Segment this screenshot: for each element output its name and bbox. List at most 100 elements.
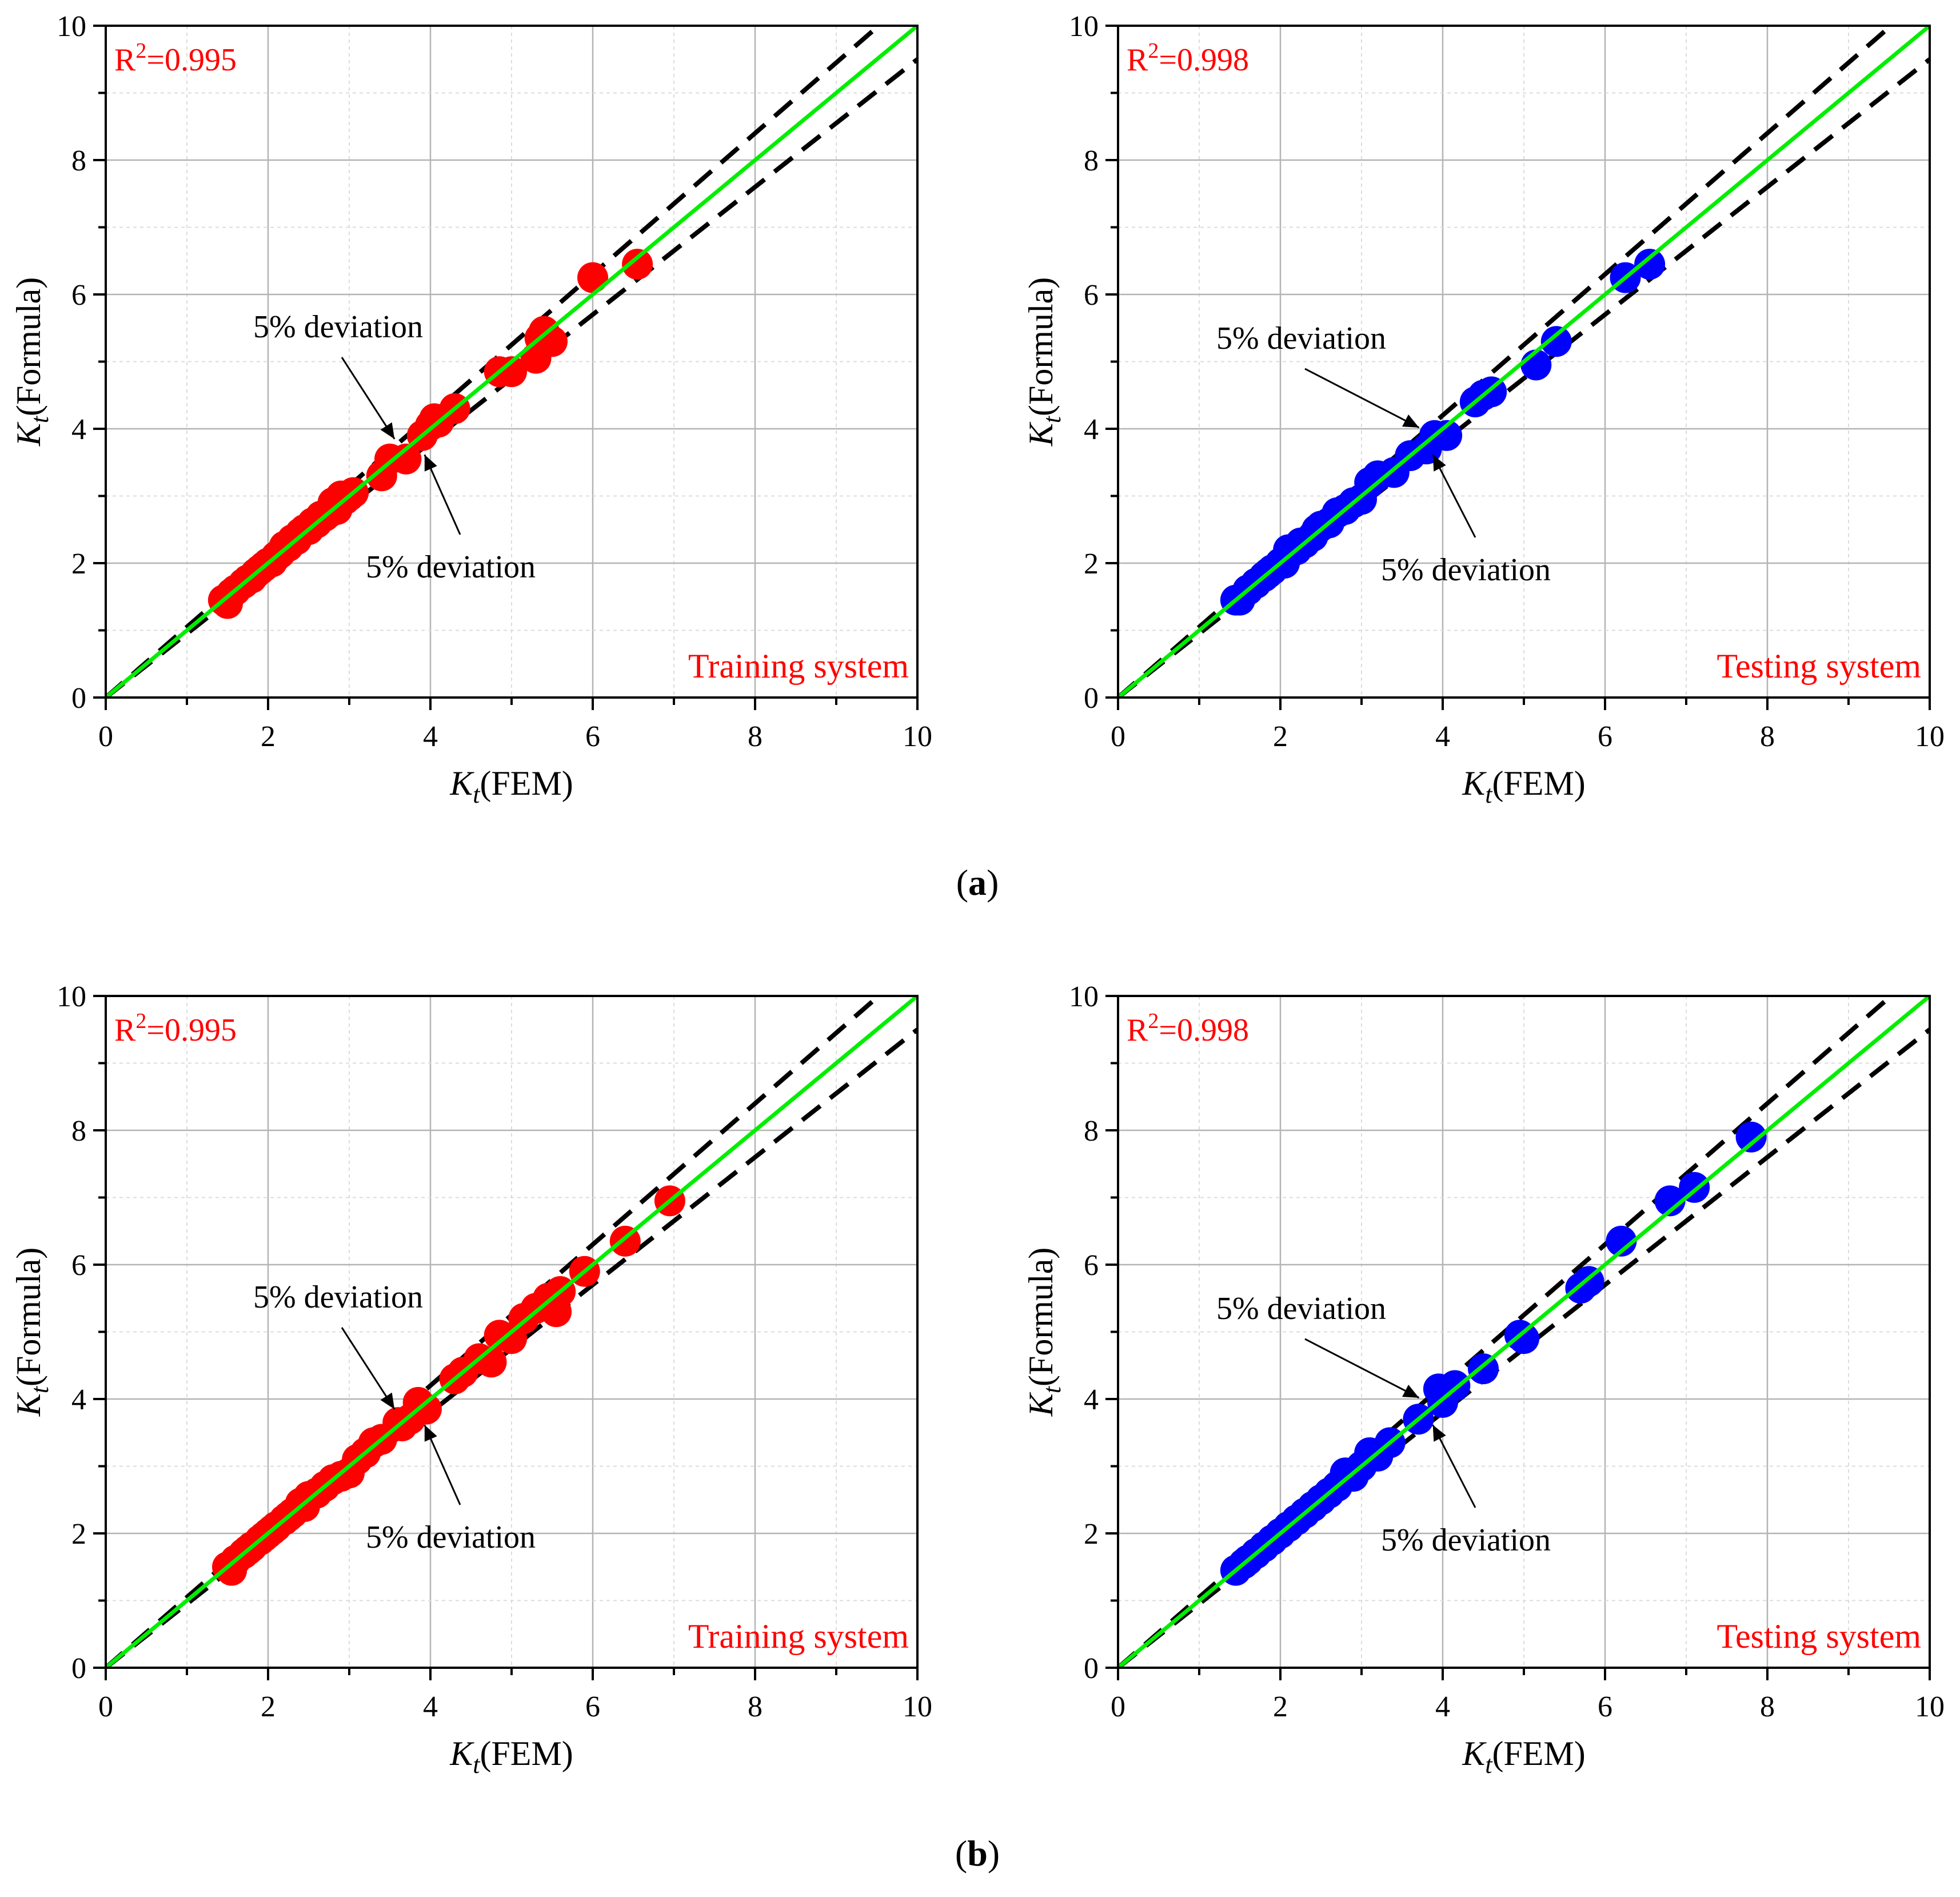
plot-area: [106, 996, 917, 1668]
y-axis-unit: (Formula): [10, 1248, 47, 1386]
y-axis-symbol: K: [1022, 421, 1060, 447]
y-tick-label: 6: [1084, 279, 1099, 312]
data-point: [1634, 249, 1666, 280]
r-squared-exponent: 2: [135, 1009, 146, 1033]
x-tick-label: 6: [585, 720, 600, 753]
r-squared-label: R2=0.998: [1127, 1009, 1249, 1048]
annotation-arrow-lower: [424, 454, 461, 535]
annotation-upper: 5% deviation: [253, 1280, 423, 1315]
chart-panel-a-training: 0 2 4 6 8 100246810Kt(FEM)Kt(Formula)R2=0.995…: [10, 10, 932, 808]
x-axis-subscript: t: [1485, 780, 1493, 808]
y-tick-label: 6: [71, 1249, 86, 1282]
y-tick-label: 8: [1084, 145, 1099, 177]
y-axis-unit: (Formula): [1022, 277, 1060, 416]
r-squared-symbol: R: [1127, 1013, 1148, 1048]
x-tick-label: 8: [748, 720, 763, 753]
data-point: [1520, 349, 1552, 381]
annotation-arrow-lower: [1432, 1424, 1476, 1508]
deviation-line-lower: [1118, 57, 1930, 698]
annotation-arrow-lower: [424, 1424, 461, 1505]
annotation-arrow-upper: [341, 357, 396, 440]
x-axis-symbol: K: [449, 764, 474, 802]
y-tick-label: 4: [71, 413, 86, 446]
x-tick-label: 10: [903, 1691, 932, 1723]
y-tick-label: 2: [1084, 1518, 1099, 1551]
fit-line: [1118, 26, 1930, 698]
data-point: [577, 262, 608, 293]
plot-area: [1118, 26, 1930, 698]
r-squared-symbol: R: [1127, 42, 1148, 78]
x-tick-label: 0: [98, 1691, 113, 1723]
r-squared-value: =0.995: [146, 1013, 237, 1048]
y-axis-label: Kt(Formula): [10, 277, 54, 447]
x-tick-label: 6: [585, 1691, 600, 1723]
fit-line: [106, 996, 917, 1668]
y-tick-label: 2: [1084, 548, 1099, 580]
x-tick-label: 4: [1435, 1691, 1450, 1723]
x-tick-label: 6: [1598, 720, 1612, 753]
y-tick-label: 10: [57, 981, 86, 1013]
annotation-lower: 5% deviation: [1381, 1523, 1551, 1558]
x-tick-label: 0: [1111, 720, 1125, 753]
chart-panel-b-testing: 0 2 4 6 8 100246810Kt(FEM)Kt(Formula)R2=0.998…: [1022, 981, 1945, 1779]
x-tick-label: 10: [1915, 1691, 1945, 1723]
system-label: Training system: [688, 647, 909, 685]
x-tick-label: 4: [423, 720, 438, 753]
chart-panel-a-testing: 0 2 4 6 8 100246810Kt(FEM)Kt(Formula)R2=0.998…: [1022, 10, 1945, 808]
r-squared-value: =0.995: [146, 42, 237, 78]
r-squared-value: =0.998: [1159, 42, 1249, 78]
y-tick-label: 8: [1084, 1115, 1099, 1147]
x-axis-subscript: t: [473, 1751, 481, 1779]
data-point: [1540, 326, 1572, 357]
y-tick-label: 4: [1084, 1384, 1099, 1416]
y-tick-label: 4: [1084, 413, 1099, 446]
y-axis-subscript: t: [26, 1385, 54, 1393]
x-axis-unit: (FEM): [480, 1735, 573, 1772]
x-tick-label: 4: [1435, 720, 1450, 753]
y-axis-unit: (Formula): [10, 277, 47, 416]
system-label: Training system: [688, 1617, 909, 1655]
data-point: [476, 1346, 507, 1378]
y-tick-label: 0: [71, 682, 86, 715]
x-axis-subscript: t: [1485, 1751, 1493, 1779]
r-squared-label: R2=0.998: [1127, 39, 1249, 78]
x-tick-label: 0: [98, 720, 113, 753]
panel-caption-b: (b): [955, 1833, 1000, 1874]
y-tick-label: 0: [71, 1652, 86, 1685]
x-axis-symbol: K: [1462, 764, 1487, 802]
x-tick-label: 2: [261, 1691, 276, 1723]
y-axis-subscript: t: [1038, 415, 1066, 423]
y-tick-label: 0: [1084, 1652, 1099, 1685]
x-tick-label: 2: [1273, 1691, 1288, 1723]
r-squared-exponent: 2: [135, 39, 146, 63]
annotation-lower: 5% deviation: [366, 549, 536, 585]
y-axis-symbol: K: [10, 421, 47, 447]
y-axis-symbol: K: [1022, 1392, 1060, 1417]
x-axis-unit: (FEM): [1492, 1735, 1585, 1772]
fit-line: [106, 26, 917, 698]
r-squared-symbol: R: [114, 1013, 136, 1048]
y-axis-subscript: t: [1038, 1385, 1066, 1393]
y-tick-label: 2: [71, 548, 86, 580]
annotation-lower: 5% deviation: [1381, 552, 1551, 588]
y-axis-symbol: K: [10, 1392, 47, 1417]
data-point: [410, 1393, 442, 1425]
y-tick-label: 6: [1084, 1249, 1099, 1282]
x-axis-label: Kt(FEM): [1462, 764, 1586, 808]
data-point: [1508, 1323, 1539, 1354]
x-tick-label: 4: [423, 1691, 438, 1723]
panel-caption-a: (a): [956, 862, 999, 903]
r-squared-value: =0.998: [1159, 1013, 1249, 1048]
annotation-arrow-lower: [1432, 454, 1476, 538]
plot-area: [106, 26, 917, 698]
y-tick-label: 10: [1069, 981, 1099, 1013]
y-tick-label: 8: [71, 1115, 86, 1147]
y-axis-label: Kt(Formula): [1022, 1248, 1066, 1417]
x-tick-label: 0: [1111, 1691, 1125, 1723]
x-tick-label: 8: [1760, 720, 1775, 753]
r-squared-label: R2=0.995: [114, 39, 237, 78]
x-tick-label: 8: [748, 1691, 763, 1723]
r-squared-exponent: 2: [1148, 39, 1159, 63]
x-axis-subscript: t: [473, 780, 481, 808]
